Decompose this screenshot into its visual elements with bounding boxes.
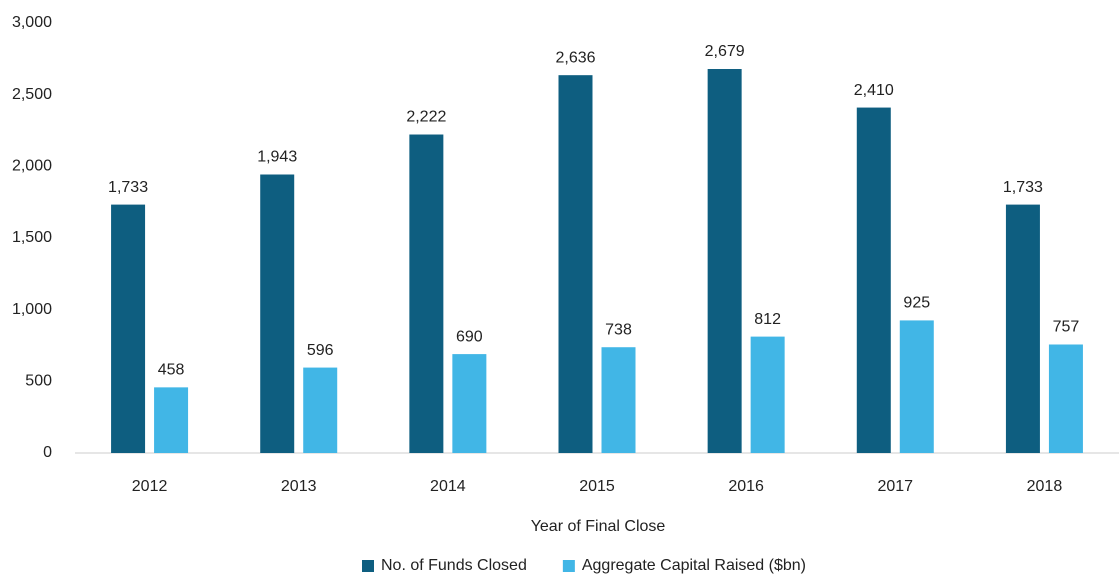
- x-axis-title: Year of Final Close: [531, 518, 666, 535]
- bar: [856, 107, 891, 454]
- legend-swatch: [562, 560, 575, 572]
- value-label: 458: [158, 362, 185, 379]
- y-tick-label: 0: [43, 444, 52, 461]
- value-label: 757: [1053, 319, 1080, 336]
- value-label: 925: [903, 295, 930, 312]
- bar: [1005, 204, 1040, 453]
- legend-swatch: [362, 560, 374, 572]
- bar: [409, 134, 444, 453]
- bar: [601, 347, 636, 453]
- x-tick-label: 2015: [579, 478, 615, 495]
- value-label: 596: [307, 342, 334, 359]
- bar: [111, 204, 146, 453]
- value-label: 2,679: [705, 43, 745, 60]
- value-label: 2,410: [854, 82, 894, 99]
- bar: [452, 354, 487, 453]
- x-tick-label: 2017: [877, 478, 913, 495]
- bar: [303, 367, 338, 453]
- bar: [1048, 344, 1083, 453]
- value-label: 1,733: [108, 179, 148, 196]
- value-label: 2,222: [406, 109, 446, 126]
- bar: [750, 336, 785, 453]
- value-label: 812: [754, 311, 781, 328]
- y-tick-label: 1,500: [12, 229, 52, 246]
- x-tick-label: 2016: [728, 478, 764, 495]
- legend-label: Aggregate Capital Raised ($bn): [582, 557, 806, 574]
- bar: [899, 320, 934, 453]
- x-tick-label: 2012: [132, 478, 168, 495]
- value-label: 1,943: [257, 149, 297, 166]
- value-label: 2,636: [555, 49, 595, 66]
- value-label: 690: [456, 328, 483, 345]
- x-tick-label: 2013: [281, 478, 317, 495]
- x-tick-label: 2018: [1027, 478, 1063, 495]
- bar: [260, 174, 295, 453]
- y-tick-label: 1,000: [12, 301, 52, 318]
- value-label: 738: [605, 321, 632, 338]
- y-tick-label: 3,000: [12, 14, 52, 31]
- x-tick-label: 2014: [430, 478, 466, 495]
- bar: [558, 75, 593, 453]
- value-label: 1,733: [1003, 179, 1043, 196]
- y-tick-label: 2,500: [12, 86, 52, 103]
- legend-label: No. of Funds Closed: [381, 557, 527, 574]
- bar: [154, 387, 189, 453]
- y-tick-label: 2,000: [12, 158, 52, 175]
- y-tick-label: 500: [25, 373, 52, 390]
- bar: [707, 69, 742, 453]
